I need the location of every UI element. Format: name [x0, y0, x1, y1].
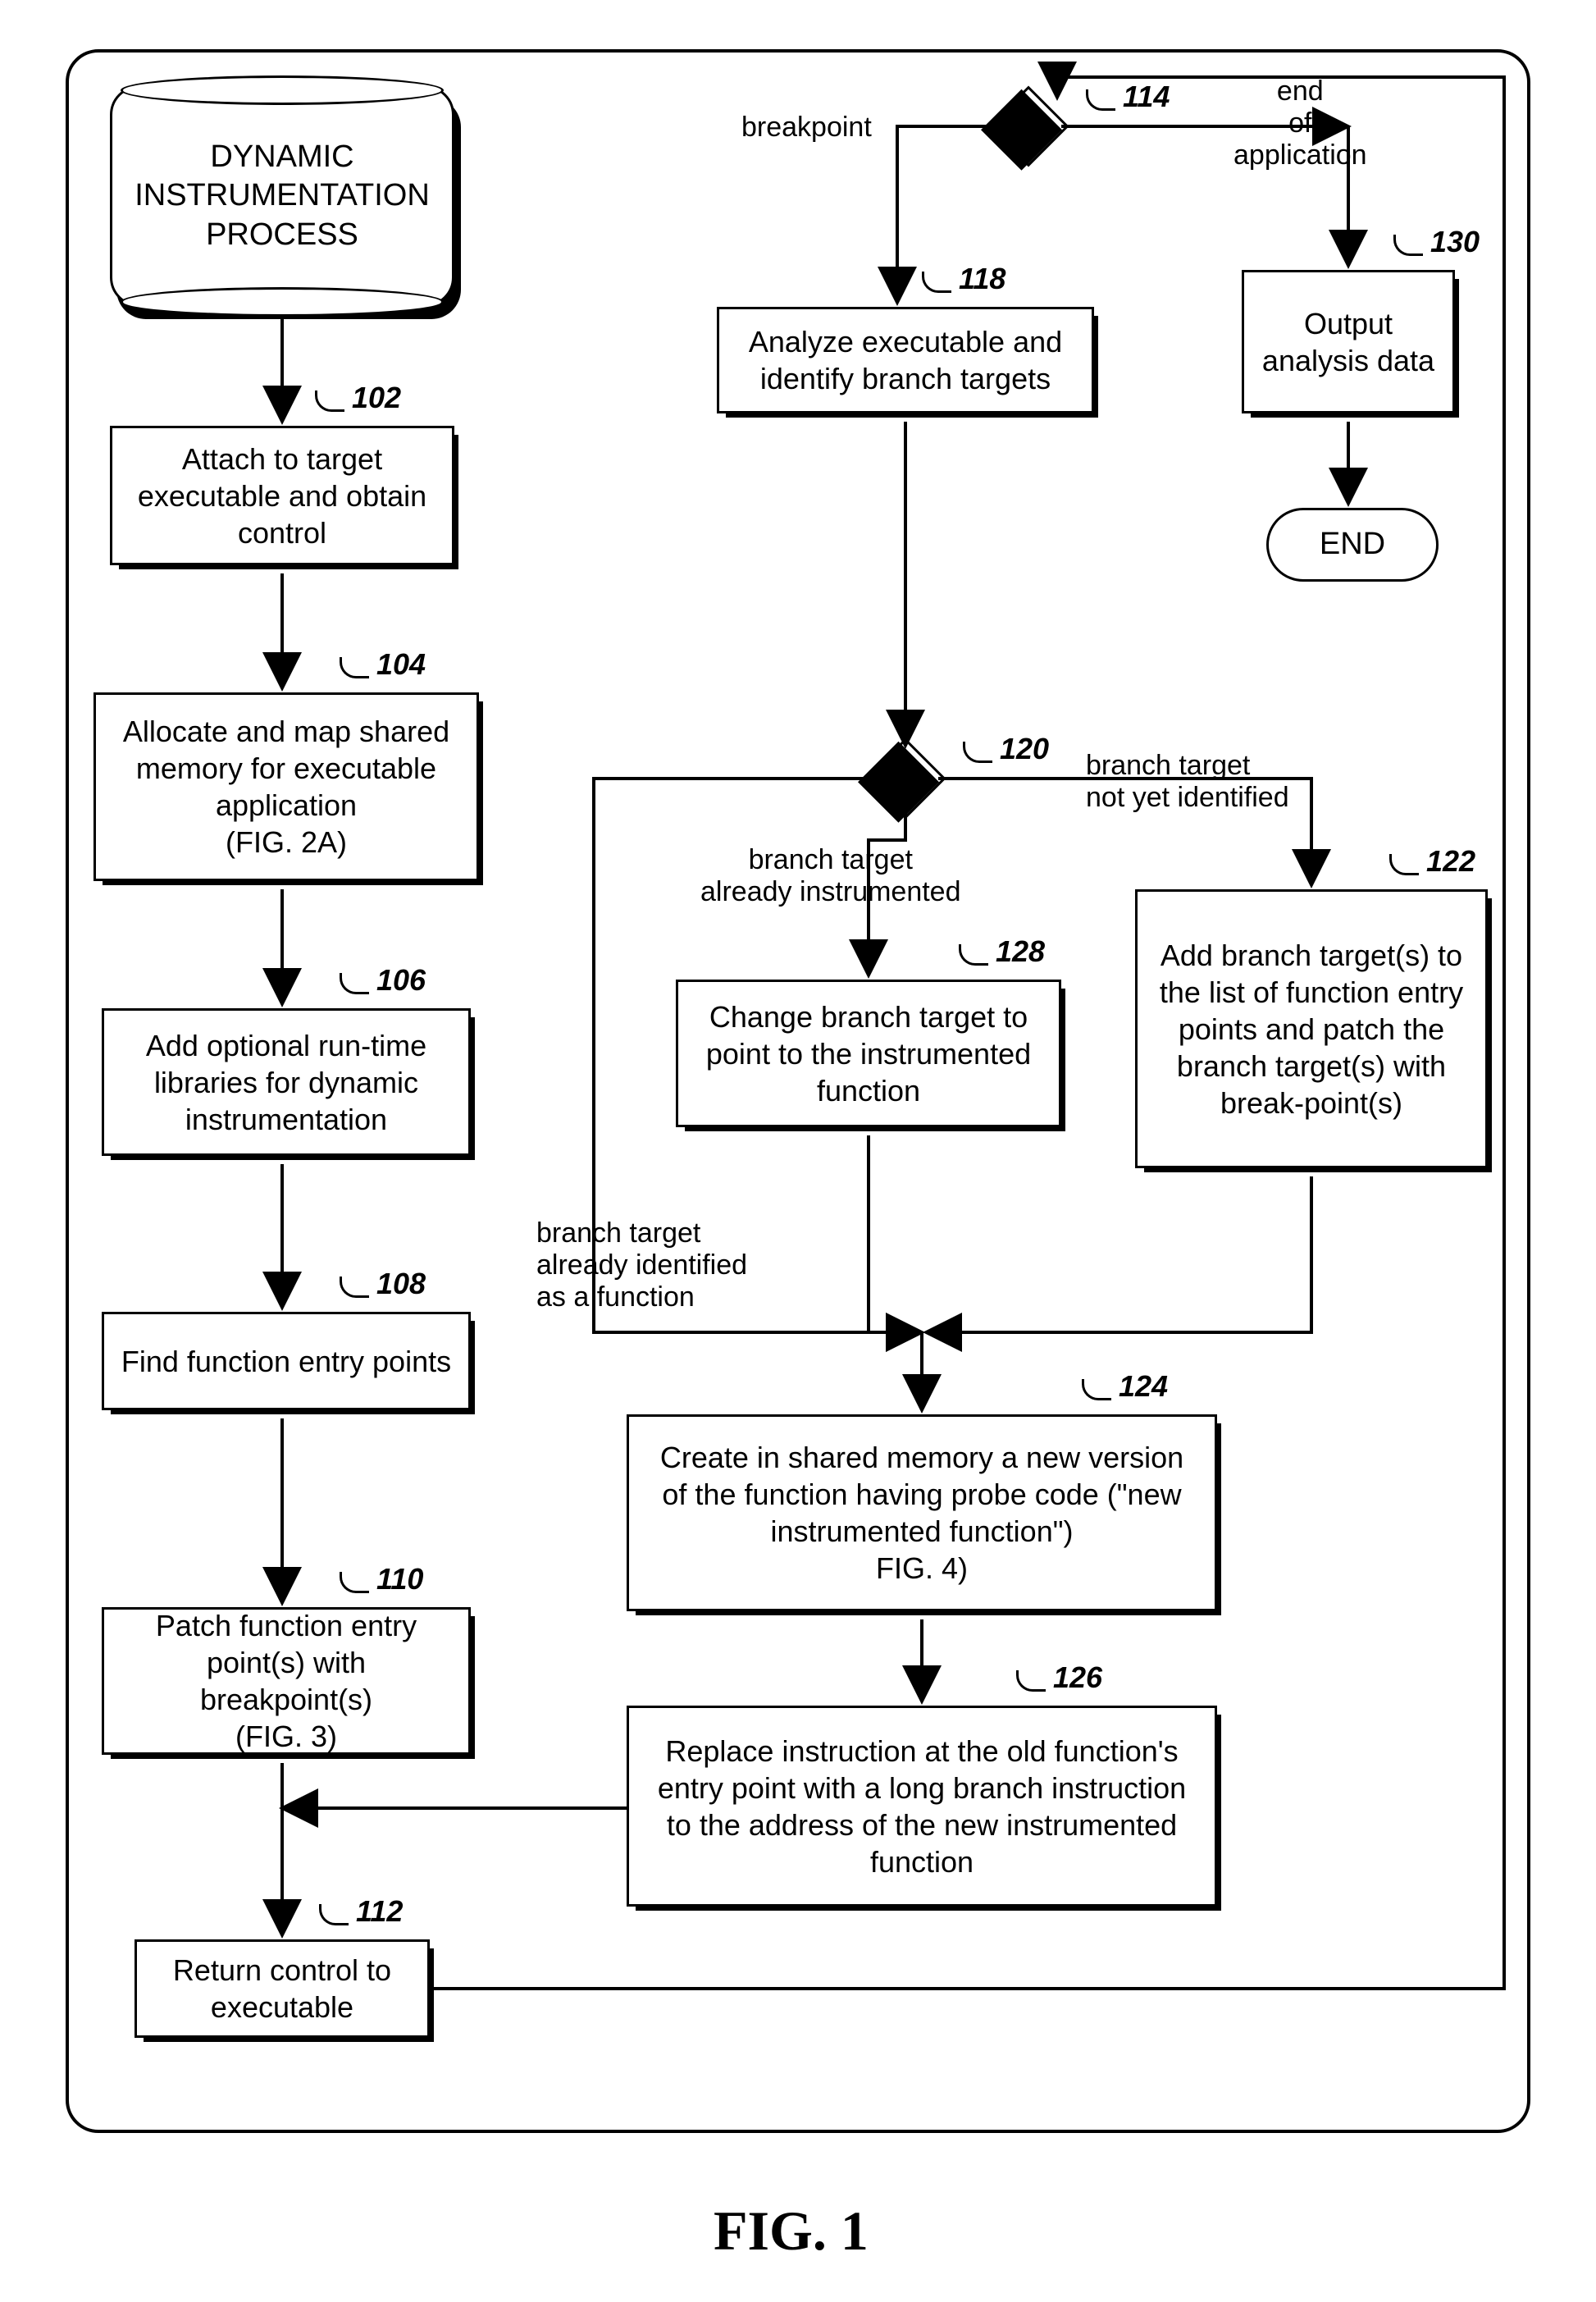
- diagram-frame: DYNAMIC INSTRUMENTATION PROCESS Attach t…: [66, 49, 1530, 2133]
- arrows-layer: [69, 53, 1534, 2136]
- figure-title: FIG. 1: [714, 2199, 869, 2263]
